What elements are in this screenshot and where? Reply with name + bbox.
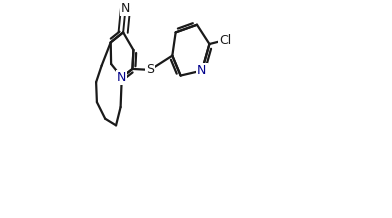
Text: N: N [121,2,130,15]
Text: S: S [146,63,154,77]
Text: N: N [117,71,127,84]
Text: N: N [197,64,207,77]
Text: Cl: Cl [219,34,231,46]
